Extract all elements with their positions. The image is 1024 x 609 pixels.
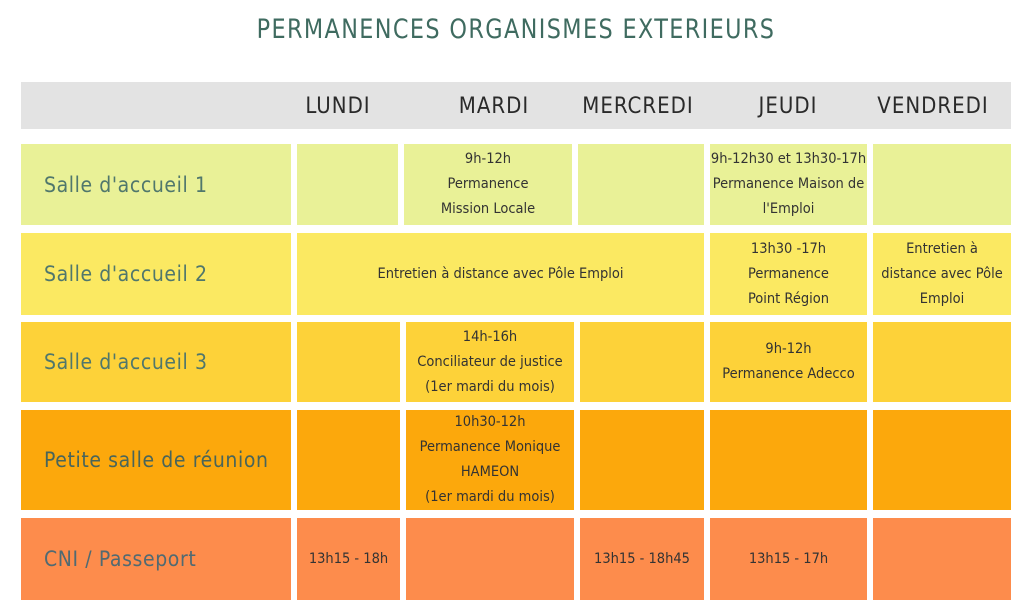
cell-petite-salle-vendredi xyxy=(873,410,1011,510)
cell-petite-salle-jeudi xyxy=(710,410,867,510)
day-vendredi: VENDREDI xyxy=(877,94,989,119)
cell-salle1-jeudi: 9h-12h30 et 13h30-17h Permanence Maison … xyxy=(710,144,867,225)
cell-salle1-vendredi xyxy=(873,144,1011,225)
day-mercredi: MERCREDI xyxy=(582,94,694,119)
cell-petite-salle-lundi xyxy=(297,410,400,510)
row-label-petite-salle: Petite salle de réunion xyxy=(21,410,291,510)
cell-cni-jeudi: 13h15 - 17h xyxy=(710,518,867,600)
cell-petite-salle-mardi: 10h30-12h Permanence Monique HAMEON (1er… xyxy=(406,410,574,510)
day-mardi: MARDI xyxy=(458,94,530,119)
cell-salle3-mercredi xyxy=(580,322,704,402)
page-title: PERMANENCES ORGANISMES EXTERIEURS xyxy=(256,14,776,45)
cell-salle2-jeudi: 13h30 -17h Permanence Point Région xyxy=(710,233,867,315)
row-label-salle-accueil-3: Salle d'accueil 3 xyxy=(21,322,291,402)
cell-salle3-jeudi: 9h-12h Permanence Adecco xyxy=(710,322,867,402)
cell-cni-mardi xyxy=(406,518,574,600)
cell-salle2-vendredi: Entretien à distance avec Pôle Emploi xyxy=(873,233,1011,315)
cell-cni-mercredi: 13h15 - 18h45 xyxy=(580,518,704,600)
cell-salle1-lundi xyxy=(297,144,398,225)
row-label-salle-accueil-1: Salle d'accueil 1 xyxy=(21,144,291,225)
cell-salle1-mercredi xyxy=(578,144,704,225)
cell-salle3-mardi: 14h-16h Conciliateur de justice (1er mar… xyxy=(406,322,574,402)
cell-salle1-mardi: 9h-12h Permanence Mission Locale xyxy=(404,144,572,225)
cell-cni-lundi: 13h15 - 18h xyxy=(297,518,400,600)
day-lundi: LUNDI xyxy=(305,94,371,119)
cell-cni-vendredi xyxy=(873,518,1011,600)
cell-salle2-lundi-mercredi: Entretien à distance avec Pôle Emploi xyxy=(297,233,704,315)
cell-salle3-vendredi xyxy=(873,322,1011,402)
cell-petite-salle-mercredi xyxy=(580,410,704,510)
cell-salle3-lundi xyxy=(297,322,400,402)
day-jeudi: JEUDI xyxy=(758,94,818,119)
days-header xyxy=(21,82,1011,129)
row-label-cni-passeport: CNI / Passeport xyxy=(21,518,291,600)
row-label-salle-accueil-2: Salle d'accueil 2 xyxy=(21,233,291,315)
